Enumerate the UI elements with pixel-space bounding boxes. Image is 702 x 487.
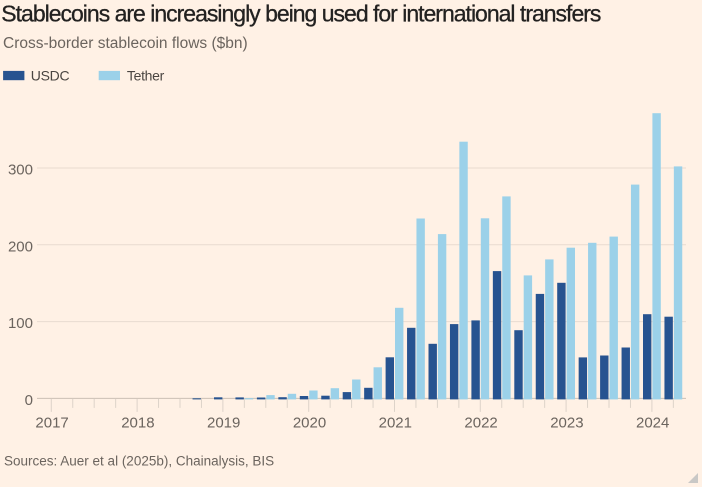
svg-text:2022: 2022	[464, 415, 497, 432]
svg-text:Cross-border stablecoin flows: Cross-border stablecoin flows ($bn)	[3, 35, 248, 52]
svg-text:0: 0	[25, 392, 33, 409]
svg-text:Tether: Tether	[127, 68, 165, 84]
svg-text:Sources: Auer et al (2025b), C: Sources: Auer et al (2025b), Chainalysis…	[4, 454, 274, 469]
svg-text:2020: 2020	[293, 415, 326, 432]
svg-text:100: 100	[8, 315, 33, 332]
svg-text:2018: 2018	[121, 415, 154, 432]
svg-text:2023: 2023	[550, 415, 583, 432]
svg-text:Stablecoins are increasingly b: Stablecoins are increasingly being used …	[1, 1, 601, 27]
svg-text:2021: 2021	[379, 415, 412, 432]
svg-text:2024: 2024	[636, 415, 669, 432]
svg-text:USDC: USDC	[31, 68, 70, 84]
svg-text:300: 300	[8, 162, 33, 179]
svg-text:2019: 2019	[207, 415, 240, 432]
svg-text:2017: 2017	[35, 415, 68, 432]
svg-text:200: 200	[8, 238, 33, 255]
